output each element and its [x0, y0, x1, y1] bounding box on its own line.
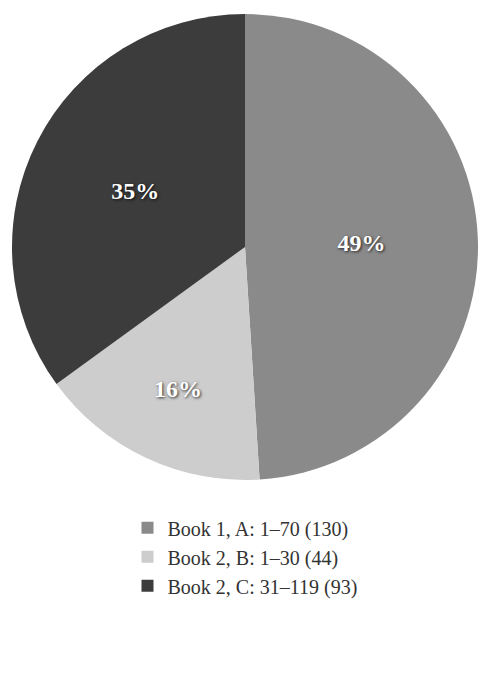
svg-text:Book 2, C: 31–119 (93): Book 2, C: 31–119 (93) — [168, 576, 358, 599]
svg-text:Book 1, A: 1–70 (130): Book 1, A: 1–70 (130) — [168, 518, 349, 541]
svg-text:Book 2, B: 1–30 (44): Book 2, B: 1–30 (44) — [168, 547, 339, 570]
svg-text:16%: 16% — [154, 376, 202, 402]
svg-text:49%: 49% — [337, 230, 385, 256]
svg-text:35%: 35% — [111, 178, 159, 204]
